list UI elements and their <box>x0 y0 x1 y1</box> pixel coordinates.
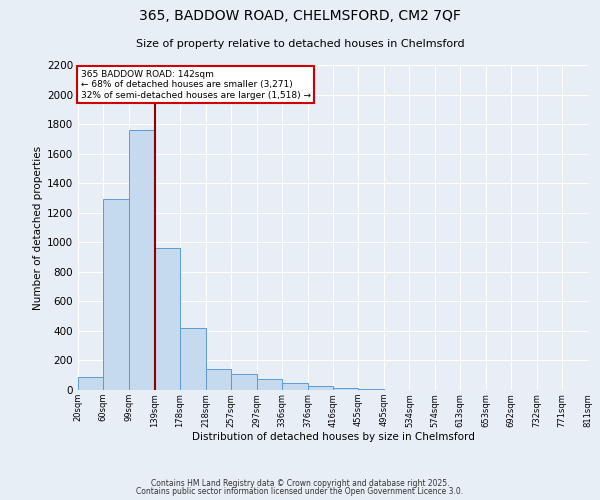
Bar <box>180 328 206 390</box>
Bar <box>334 388 358 390</box>
Bar <box>231 374 257 390</box>
Text: Contains HM Land Registry data © Crown copyright and database right 2025.: Contains HM Land Registry data © Crown c… <box>151 478 449 488</box>
Bar <box>78 376 103 390</box>
Bar <box>282 384 308 390</box>
Bar <box>155 248 180 390</box>
Y-axis label: Number of detached properties: Number of detached properties <box>33 146 43 310</box>
Text: 365, BADDOW ROAD, CHELMSFORD, CM2 7QF: 365, BADDOW ROAD, CHELMSFORD, CM2 7QF <box>139 9 461 23</box>
Bar <box>358 389 384 390</box>
Bar <box>308 386 334 390</box>
Bar <box>206 368 231 390</box>
Bar <box>129 130 155 390</box>
Text: Size of property relative to detached houses in Chelmsford: Size of property relative to detached ho… <box>136 39 464 49</box>
Bar <box>257 379 282 390</box>
X-axis label: Distribution of detached houses by size in Chelmsford: Distribution of detached houses by size … <box>191 432 475 442</box>
Text: Contains public sector information licensed under the Open Government Licence 3.: Contains public sector information licen… <box>136 487 464 496</box>
Bar <box>103 200 129 390</box>
Text: 365 BADDOW ROAD: 142sqm
← 68% of detached houses are smaller (3,271)
32% of semi: 365 BADDOW ROAD: 142sqm ← 68% of detache… <box>80 70 311 100</box>
